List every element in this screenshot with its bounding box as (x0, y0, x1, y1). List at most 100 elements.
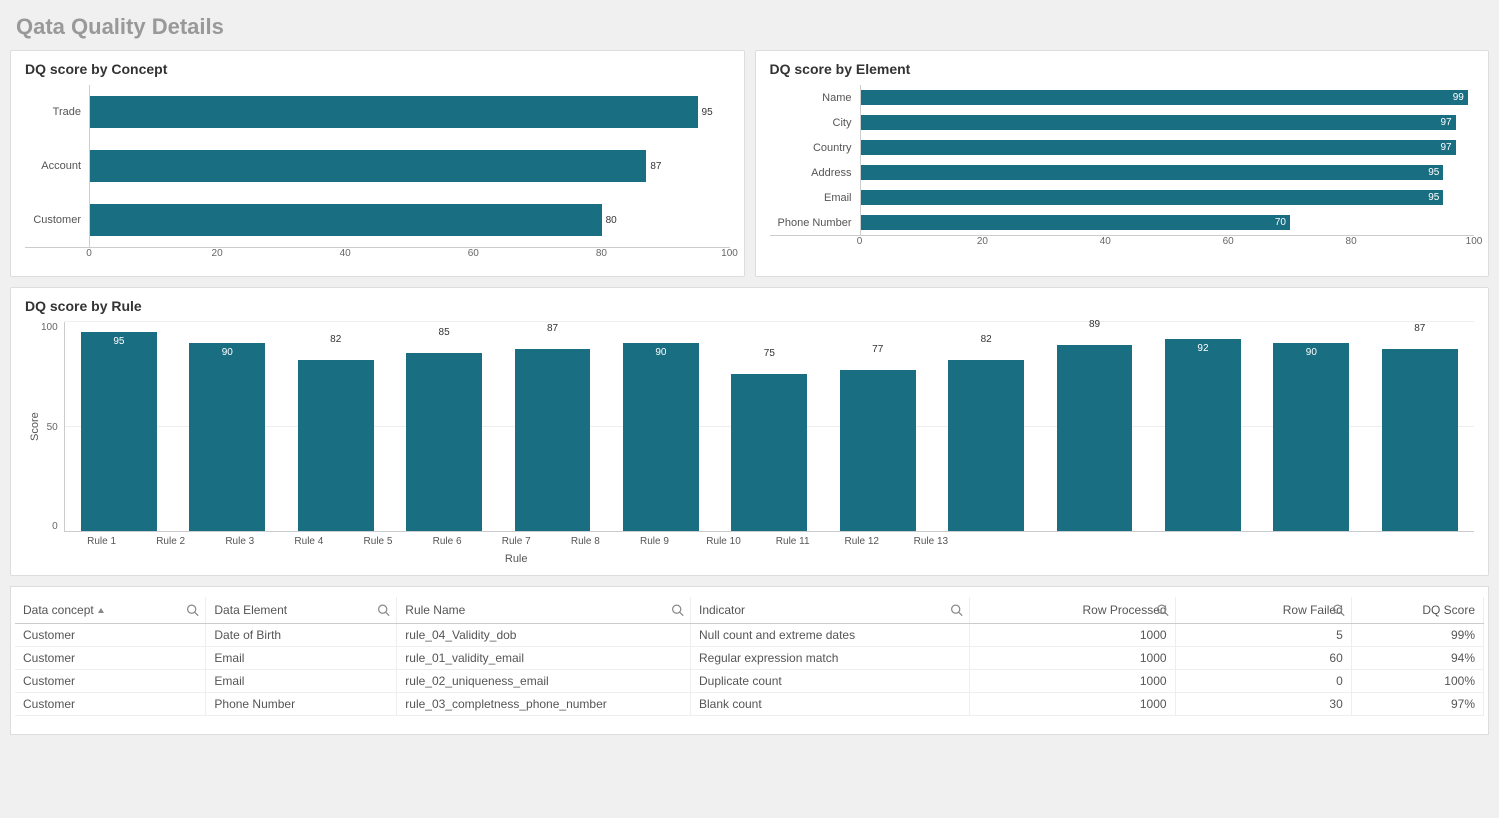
cell-indicator: Null count and extreme dates (690, 624, 969, 647)
cell-element: Email (206, 647, 397, 670)
x-tick-label: Rule 5 (343, 532, 412, 547)
bar[interactable]: 95 (861, 190, 1444, 205)
bar-wrap: 87 (1366, 322, 1474, 531)
chart-title-rule: DQ score by Rule (25, 298, 1474, 314)
search-icon[interactable] (1156, 604, 1169, 617)
plot-area: 95908285879075778289929087 (64, 322, 1474, 532)
bar-track: 95 (89, 85, 730, 139)
column-header-processed[interactable]: Row Processed (969, 597, 1175, 624)
bar[interactable]: 95 (861, 165, 1444, 180)
panel-table: Data conceptData ElementRule NameIndicat… (10, 586, 1489, 735)
bar-wrap: 95 (65, 322, 173, 531)
bar[interactable]: 92 (1165, 339, 1241, 531)
cell-failed: 60 (1175, 647, 1351, 670)
search-icon[interactable] (377, 604, 390, 617)
cell-element: Date of Birth (206, 624, 397, 647)
search-icon[interactable] (671, 604, 684, 617)
bar-track: 80 (89, 193, 730, 247)
bar-row: Name99 (770, 85, 1475, 110)
column-header-rule[interactable]: Rule Name (397, 597, 691, 624)
bar[interactable]: 95 (81, 332, 157, 531)
x-tick: 80 (596, 248, 607, 259)
search-icon[interactable] (950, 604, 963, 617)
y-tick: 0 (52, 521, 58, 532)
bar[interactable] (731, 374, 807, 531)
cell-processed: 1000 (969, 670, 1175, 693)
cell-score: 94% (1351, 647, 1483, 670)
column-label: DQ Score (1422, 603, 1475, 617)
bar-wrap: 90 (173, 322, 281, 531)
cell-rule: rule_03_completness_phone_number (397, 693, 691, 716)
bar[interactable] (90, 204, 602, 236)
x-tick: 40 (1100, 236, 1111, 247)
bar-row: City97 (770, 110, 1475, 135)
bar[interactable]: 90 (189, 343, 265, 531)
bar[interactable] (515, 349, 591, 531)
x-tick: 20 (212, 248, 223, 259)
column-header-indicator[interactable]: Indicator (690, 597, 969, 624)
cell-score: 99% (1351, 624, 1483, 647)
bar-wrap: 87 (498, 322, 606, 531)
bar[interactable] (406, 353, 482, 531)
table-row[interactable]: CustomerDate of Birthrule_04_Validity_do… (15, 624, 1484, 647)
panel-dq-element: DQ score by Element Name99City97Country9… (755, 50, 1490, 277)
bar[interactable] (948, 360, 1024, 531)
bar-wrap: 89 (1040, 322, 1148, 531)
panel-dq-rule: DQ score by Rule Score100500959082858790… (10, 287, 1489, 576)
x-tick-label: Rule 4 (274, 532, 343, 547)
chart-plot: Score10050095908285879075778289929087Rul… (25, 322, 1474, 565)
bar-value-label: 95 (113, 336, 124, 347)
search-icon[interactable] (186, 604, 199, 617)
y-axis-label: Score (25, 322, 41, 532)
bar[interactable]: 70 (861, 215, 1290, 230)
cell-rule: rule_02_uniqueness_email (397, 670, 691, 693)
bar[interactable] (90, 150, 646, 182)
bar-category-label: Address (770, 167, 860, 179)
bar[interactable]: 97 (861, 140, 1456, 155)
cell-failed: 30 (1175, 693, 1351, 716)
bar[interactable]: 97 (861, 115, 1456, 130)
bar[interactable] (90, 96, 698, 128)
bar[interactable] (1057, 345, 1133, 531)
column-header-score[interactable]: DQ Score (1351, 597, 1483, 624)
table-header-row: Data conceptData ElementRule NameIndicat… (15, 597, 1484, 624)
y-axis: 100500 (41, 322, 64, 532)
bar[interactable]: 90 (623, 343, 699, 531)
bar-wrap: 85 (390, 322, 498, 531)
bar-value-label: 87 (650, 161, 661, 172)
x-tick: 100 (1466, 236, 1483, 247)
x-tick-label: Rule 2 (136, 532, 205, 547)
bar-category-label: Email (770, 192, 860, 204)
column-header-failed[interactable]: Row Failed (1175, 597, 1351, 624)
x-tick-label: Rule 11 (758, 532, 827, 547)
bar-value-label: 90 (655, 347, 666, 358)
y-tick: 100 (41, 322, 58, 333)
bar-value-label: 92 (1197, 343, 1208, 354)
table-row[interactable]: CustomerPhone Numberrule_03_completness_… (15, 693, 1484, 716)
cell-concept: Customer (15, 624, 206, 647)
x-tick: 60 (1223, 236, 1234, 247)
column-header-concept[interactable]: Data concept (15, 597, 206, 624)
cell-concept: Customer (15, 647, 206, 670)
bar-track: 95 (860, 160, 1475, 185)
bar[interactable] (1382, 349, 1458, 531)
cell-score: 100% (1351, 670, 1483, 693)
bar-row: Country97 (770, 135, 1475, 160)
column-header-element[interactable]: Data Element (206, 597, 397, 624)
x-tick-label: Rule 12 (827, 532, 896, 547)
table-row[interactable]: CustomerEmailrule_02_uniqueness_emailDup… (15, 670, 1484, 693)
cell-failed: 5 (1175, 624, 1351, 647)
cell-score: 97% (1351, 693, 1483, 716)
table-row[interactable]: CustomerEmailrule_01_validity_emailRegul… (15, 647, 1484, 670)
bar[interactable]: 99 (861, 90, 1468, 105)
cell-concept: Customer (15, 693, 206, 716)
bar[interactable] (840, 370, 916, 531)
cell-concept: Customer (15, 670, 206, 693)
x-tick: 20 (977, 236, 988, 247)
bar[interactable]: 90 (1273, 343, 1349, 531)
bar-category-label: Phone Number (770, 217, 860, 229)
chart-plot: Trade95Account87Customer80 (25, 85, 730, 248)
chart-title-concept: DQ score by Concept (25, 61, 730, 77)
search-icon[interactable] (1332, 604, 1345, 617)
bar[interactable] (298, 360, 374, 531)
